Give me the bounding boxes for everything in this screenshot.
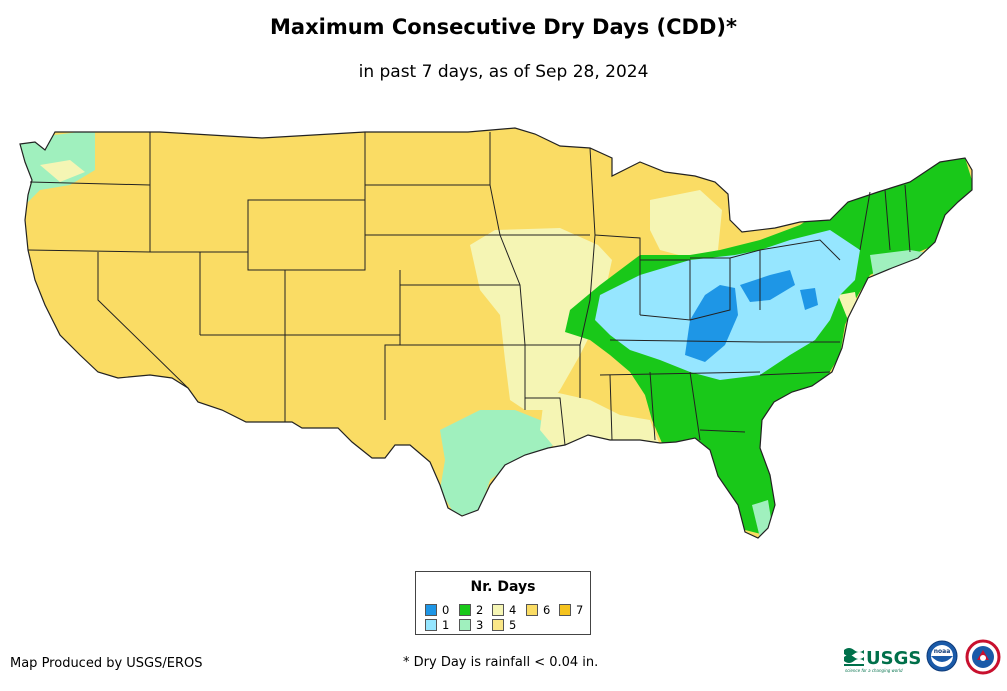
legend-swatch (492, 604, 504, 616)
noaa-logo: noaa (926, 640, 958, 672)
legend-label: 1 (442, 618, 450, 632)
legend-label: 5 (509, 618, 517, 632)
legend-swatch (559, 604, 571, 616)
legend: Nr. Days 0 1 2 3 4 5 6 7 (415, 571, 591, 635)
dry-day-note: * Dry Day is rainfall < 0.04 in. (403, 655, 599, 670)
credit-text: Map Produced by USGS/EROS (10, 656, 203, 671)
legend-label: 3 (476, 618, 484, 632)
region-ne-3-days (870, 250, 940, 285)
legend-label: 7 (576, 603, 584, 617)
usgs-wordmark: USGS (866, 648, 921, 669)
legend-label: 0 (442, 603, 450, 617)
region-va-0-days (800, 288, 818, 310)
legend-swatch (492, 619, 504, 631)
cdd-map (19, 127, 973, 539)
state-borders (19, 127, 973, 539)
legend-title: Nr. Days (470, 579, 536, 595)
legend-label: 6 (543, 603, 551, 617)
region-pnw-4-days (40, 160, 85, 182)
map-title: Maximum Consecutive Dry Days (CDD)* (270, 15, 737, 39)
legend-swatch (459, 604, 471, 616)
map-subtitle: in past 7 days, as of Sep 28, 2024 (358, 62, 649, 82)
region-michigan-4-days (650, 190, 722, 258)
region-delta-4-days (540, 390, 660, 448)
usgs-tagline: science for a changing world (845, 668, 903, 673)
agency-logos: USGS science for a changing world noaa (844, 639, 1001, 675)
legend-label: 2 (476, 603, 484, 617)
nws-icon (965, 639, 1001, 675)
noaa-wordmark: noaa (934, 648, 951, 655)
legend-label: 4 (509, 603, 517, 617)
region-wv-0-days (740, 270, 795, 302)
legend-swatch (425, 604, 437, 616)
region-tn-0-days (685, 285, 738, 362)
region-gulf-3-days (440, 410, 560, 515)
legend-swatch (526, 604, 538, 616)
legend-swatch (425, 619, 437, 631)
legend-swatch (459, 619, 471, 631)
usgs-logo: USGS science for a changing world (844, 648, 921, 673)
region-plains-4-days (470, 228, 612, 410)
